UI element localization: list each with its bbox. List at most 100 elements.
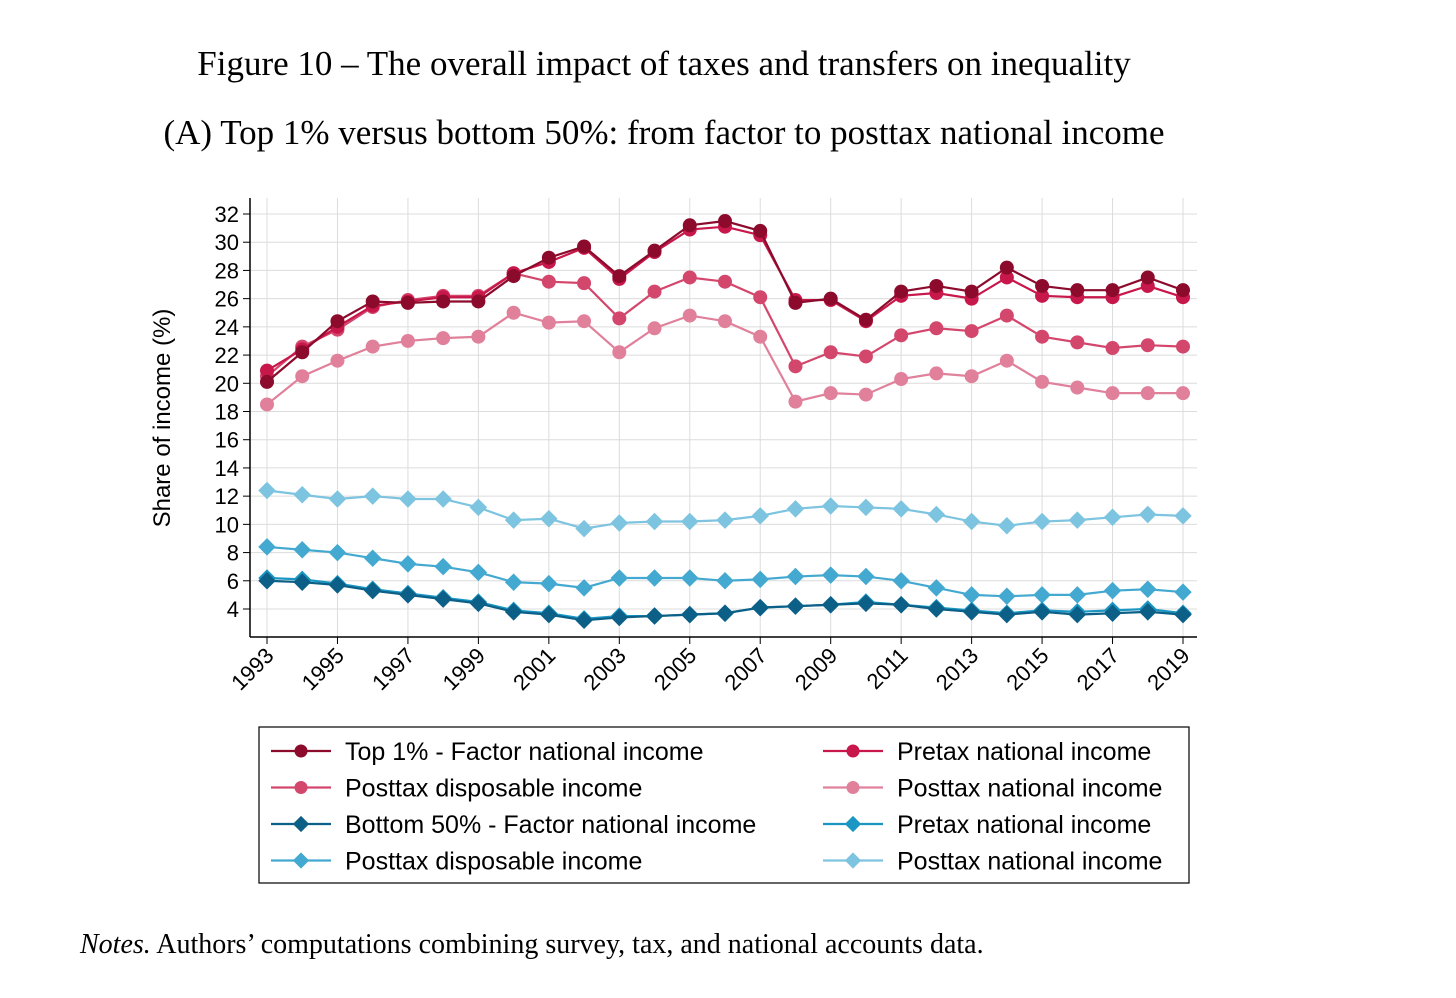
notes-text: Authors’ computations combining survey, …	[150, 929, 984, 960]
y-tick-label: 26	[215, 287, 239, 312]
data-point	[399, 555, 417, 573]
x-tick-label: 2007	[719, 643, 771, 695]
data-point	[892, 596, 910, 614]
data-point	[295, 369, 310, 384]
data-point	[1068, 586, 1087, 604]
data-point	[1140, 338, 1155, 353]
data-point	[1035, 288, 1050, 303]
data-point	[469, 563, 488, 582]
y-tick-label: 22	[215, 343, 239, 368]
data-point	[681, 569, 699, 587]
data-point	[786, 500, 805, 518]
x-tick-label: 1999	[438, 643, 490, 695]
data-point	[1140, 386, 1155, 401]
data-point	[964, 324, 979, 339]
data-point	[1035, 374, 1050, 389]
data-point	[434, 490, 452, 508]
data-point	[1105, 283, 1120, 298]
data-point	[857, 594, 875, 613]
x-tick-label: 1997	[367, 643, 419, 695]
data-point	[330, 353, 345, 368]
data-point	[1033, 586, 1051, 604]
data-point	[541, 315, 556, 330]
data-point	[258, 572, 276, 590]
y-tick-label: 12	[215, 484, 239, 509]
data-point	[434, 590, 452, 608]
data-point	[610, 608, 629, 627]
data-point	[1139, 603, 1157, 621]
data-point	[577, 239, 592, 254]
data-point	[857, 567, 875, 586]
data-point	[577, 314, 592, 329]
legend-label: Posttax disposable income	[345, 775, 642, 803]
data-point	[892, 500, 910, 518]
data-point	[645, 512, 664, 531]
y-axis-label: Share of income (%)	[149, 309, 176, 528]
data-point	[929, 278, 944, 293]
data-point	[328, 576, 347, 594]
data-point	[858, 312, 873, 327]
data-point	[295, 345, 310, 360]
data-point	[716, 511, 734, 529]
data-point	[1068, 511, 1087, 529]
data-point	[612, 311, 627, 326]
data-point	[436, 331, 451, 346]
data-point	[1033, 512, 1051, 531]
data-point	[1103, 581, 1122, 600]
legend-label: Posttax national income	[897, 848, 1162, 876]
data-point	[647, 284, 662, 299]
data-point	[964, 369, 979, 384]
data-point	[682, 308, 697, 323]
data-point	[894, 372, 909, 387]
data-point	[1176, 386, 1190, 401]
data-point	[681, 605, 699, 624]
data-point	[999, 260, 1014, 275]
data-point	[1070, 380, 1085, 395]
data-point	[365, 339, 380, 354]
y-tick-label: 16	[215, 428, 239, 453]
y-tick-label: 4	[227, 597, 239, 622]
x-tick-label: 2013	[931, 643, 983, 695]
data-point	[330, 314, 345, 329]
data-point	[682, 218, 697, 233]
data-point	[258, 538, 276, 556]
data-point	[258, 481, 276, 500]
data-point	[1103, 508, 1122, 527]
x-tick-label: 1995	[297, 643, 349, 695]
data-point	[612, 269, 627, 284]
y-tick-label: 28	[215, 258, 239, 283]
data-point	[363, 581, 382, 600]
figure-subtitle: (A) Top 1% versus bottom 50%: from facto…	[163, 113, 1165, 152]
data-point	[718, 274, 732, 289]
legend-label: Pretax national income	[897, 738, 1151, 766]
data-point	[577, 276, 592, 291]
data-point	[260, 363, 274, 378]
data-point	[293, 573, 311, 591]
x-tick-label: 2003	[579, 643, 631, 695]
data-point	[541, 274, 556, 289]
data-point	[823, 386, 838, 401]
data-point	[821, 596, 840, 614]
data-point	[400, 295, 415, 310]
data-point	[753, 223, 768, 238]
data-point	[434, 557, 452, 576]
y-tick-label: 24	[215, 315, 239, 340]
data-point	[786, 567, 805, 586]
data-point	[540, 509, 558, 528]
data-point	[612, 345, 627, 360]
x-tick-label: 2009	[790, 643, 842, 695]
data-point	[363, 487, 382, 505]
data-point	[540, 605, 558, 624]
data-point	[929, 366, 944, 381]
data-point	[999, 270, 1014, 285]
data-point	[788, 295, 803, 310]
data-point	[927, 579, 946, 597]
legend-marker	[844, 852, 862, 869]
data-point	[751, 507, 769, 525]
data-point	[998, 517, 1016, 535]
y-tick-label: 32	[215, 202, 239, 227]
legend-marker	[294, 744, 308, 758]
data-point	[753, 290, 768, 305]
data-point	[328, 490, 347, 508]
